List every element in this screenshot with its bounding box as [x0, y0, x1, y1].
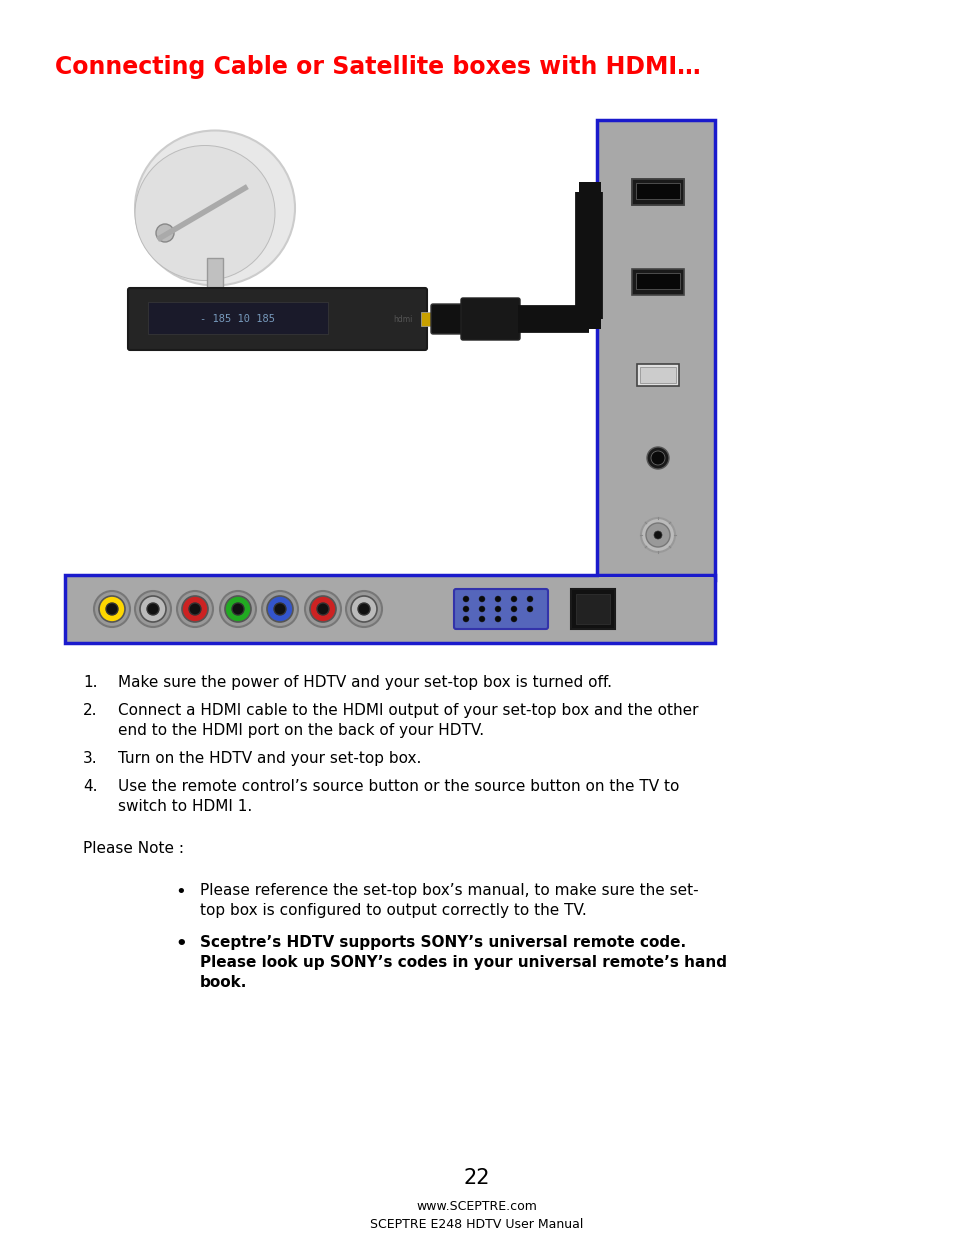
Circle shape [177, 592, 213, 627]
FancyBboxPatch shape [460, 298, 519, 340]
Circle shape [94, 592, 130, 627]
Bar [207, 258, 223, 312]
Circle shape [140, 597, 166, 622]
FancyBboxPatch shape [128, 288, 427, 350]
Text: Connect a HDMI cable to the HDMI output of your set-top box and the other: Connect a HDMI cable to the HDMI output … [118, 703, 698, 718]
Bar [631, 269, 683, 295]
Circle shape [267, 597, 293, 622]
Circle shape [462, 597, 469, 601]
Text: 4.: 4. [83, 779, 97, 794]
Text: end to the HDMI port on the back of your HDTV.: end to the HDMI port on the back of your… [118, 722, 483, 739]
Circle shape [189, 603, 201, 615]
Circle shape [106, 603, 118, 615]
Bar [571, 589, 615, 629]
Circle shape [346, 592, 381, 627]
Circle shape [650, 451, 664, 466]
Circle shape [182, 597, 208, 622]
Bar [636, 183, 679, 199]
Ellipse shape [135, 146, 274, 280]
Circle shape [640, 517, 675, 552]
Text: switch to HDMI 1.: switch to HDMI 1. [118, 799, 252, 814]
Text: Use the remote control’s source button or the source button on the TV to: Use the remote control’s source button o… [118, 779, 679, 794]
Text: Sceptre’s HDTV supports SONY’s universal remote code.: Sceptre’s HDTV supports SONY’s universal… [200, 935, 685, 950]
Circle shape [526, 597, 533, 601]
Circle shape [495, 597, 500, 601]
Circle shape [654, 531, 661, 538]
Circle shape [495, 606, 500, 613]
Circle shape [99, 597, 125, 622]
Bar [637, 364, 679, 387]
Bar [597, 120, 714, 580]
Circle shape [495, 616, 500, 622]
Text: Connecting Cable or Satellite boxes with HDMI…: Connecting Cable or Satellite boxes with… [55, 56, 700, 79]
Bar [65, 576, 714, 643]
Circle shape [526, 606, 533, 613]
Text: •: • [174, 935, 187, 953]
Text: 1.: 1. [83, 676, 97, 690]
Circle shape [225, 597, 251, 622]
Bar [576, 594, 609, 624]
Text: •: • [174, 883, 186, 902]
Text: book.: book. [200, 974, 247, 990]
Circle shape [316, 603, 329, 615]
Circle shape [310, 597, 335, 622]
Circle shape [646, 447, 668, 469]
Bar [631, 179, 683, 205]
Circle shape [156, 224, 173, 242]
Circle shape [645, 522, 669, 547]
Circle shape [511, 597, 517, 601]
Text: Please look up SONY’s codes in your universal remote’s hand: Please look up SONY’s codes in your univ… [200, 955, 726, 969]
Bar [598, 577, 712, 641]
Circle shape [232, 603, 244, 615]
Circle shape [147, 603, 159, 615]
Text: Please reference the set-top box’s manual, to make sure the set-: Please reference the set-top box’s manua… [200, 883, 698, 898]
Ellipse shape [135, 131, 294, 285]
Circle shape [511, 606, 517, 613]
Bar [639, 367, 676, 383]
Bar [636, 183, 679, 199]
Circle shape [220, 592, 255, 627]
Circle shape [351, 597, 376, 622]
Text: 22: 22 [463, 1168, 490, 1188]
Text: Please Note :: Please Note : [83, 841, 184, 856]
Text: top box is configured to output correctly to the TV.: top box is configured to output correctl… [200, 903, 586, 918]
Bar [631, 179, 683, 205]
Circle shape [462, 616, 469, 622]
Text: Turn on the HDTV and your set-top box.: Turn on the HDTV and your set-top box. [118, 751, 421, 766]
Text: - 185 10 185: - 185 10 185 [200, 314, 275, 324]
Bar [148, 303, 328, 333]
Circle shape [357, 603, 370, 615]
Circle shape [305, 592, 340, 627]
Bar [420, 312, 435, 326]
Circle shape [262, 592, 297, 627]
Circle shape [462, 606, 469, 613]
Circle shape [478, 597, 484, 601]
Text: SCEPTRE E248 HDTV User Manual: SCEPTRE E248 HDTV User Manual [370, 1218, 583, 1231]
FancyBboxPatch shape [431, 304, 490, 333]
Text: www.SCEPTRE.com: www.SCEPTRE.com [416, 1200, 537, 1213]
Text: 3.: 3. [83, 751, 97, 766]
Circle shape [511, 616, 517, 622]
FancyBboxPatch shape [454, 589, 547, 629]
Text: hdmi: hdmi [393, 315, 413, 324]
Circle shape [135, 592, 171, 627]
Bar [636, 273, 679, 289]
Text: Make sure the power of HDTV and your set-top box is turned off.: Make sure the power of HDTV and your set… [118, 676, 612, 690]
Bar [578, 182, 600, 329]
Circle shape [478, 616, 484, 622]
Circle shape [274, 603, 286, 615]
Text: 2.: 2. [83, 703, 97, 718]
Circle shape [478, 606, 484, 613]
